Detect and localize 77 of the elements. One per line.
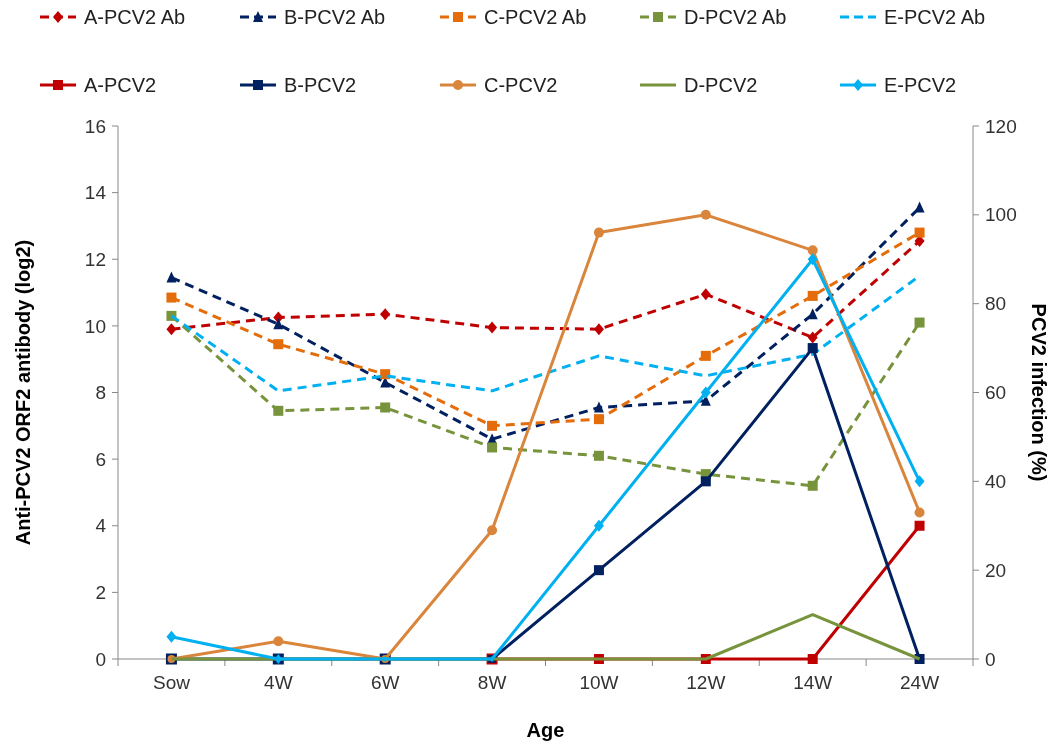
y2-tick-label: 20 bbox=[985, 559, 1007, 581]
point bbox=[914, 507, 925, 518]
y2-axis-title: PCV2 infection (%) bbox=[1028, 303, 1050, 482]
point bbox=[807, 480, 818, 491]
point bbox=[273, 318, 284, 330]
legend-label: A-PCV2 bbox=[84, 74, 157, 96]
point bbox=[700, 209, 711, 220]
point bbox=[700, 386, 711, 399]
x-tick-label: 10W bbox=[579, 672, 619, 693]
point bbox=[593, 401, 604, 413]
point bbox=[273, 636, 284, 647]
point bbox=[807, 343, 818, 354]
legend-label: D-PCV2 Ab bbox=[684, 6, 787, 28]
y-tick-label: 6 bbox=[95, 448, 106, 470]
y-tick-label: 0 bbox=[95, 648, 106, 670]
point bbox=[914, 201, 925, 213]
point bbox=[914, 317, 925, 328]
point bbox=[593, 323, 604, 336]
x-tick-label: 8W bbox=[477, 672, 507, 693]
point bbox=[166, 630, 177, 643]
point bbox=[166, 271, 177, 283]
point bbox=[914, 475, 925, 488]
point bbox=[700, 476, 711, 487]
point bbox=[487, 321, 498, 334]
legend-label: A-PCV2 Ab bbox=[84, 6, 186, 28]
legend-label: E-PCV2 Ab bbox=[884, 6, 986, 28]
y2-tick-label: 40 bbox=[985, 470, 1007, 492]
x-tick-label: 12W bbox=[686, 672, 726, 693]
legend-label: B-PCV2 bbox=[284, 74, 357, 96]
x-tick-label: 4W bbox=[264, 672, 293, 693]
point bbox=[914, 227, 925, 238]
point bbox=[807, 654, 818, 664]
y-tick-label: 14 bbox=[84, 182, 107, 204]
legend-label: D-PCV2 bbox=[684, 74, 758, 96]
point bbox=[487, 442, 498, 453]
y-tick-label: 16 bbox=[84, 115, 106, 137]
point bbox=[380, 402, 391, 413]
y2-tick-label: 120 bbox=[985, 115, 1017, 137]
y-tick-label: 10 bbox=[84, 315, 106, 337]
point bbox=[487, 420, 498, 431]
y-tick-label: 2 bbox=[95, 582, 106, 604]
y-tick-label: 12 bbox=[84, 248, 106, 270]
x-tick-label: 14W bbox=[793, 672, 833, 693]
point bbox=[700, 350, 711, 361]
y2-tick-label: 0 bbox=[985, 648, 996, 670]
point bbox=[273, 405, 284, 416]
point bbox=[914, 520, 925, 531]
point bbox=[807, 290, 818, 301]
y2-tick-label: 60 bbox=[985, 382, 1007, 404]
point bbox=[593, 227, 604, 238]
legend-label: B-PCV2 Ab bbox=[284, 6, 386, 28]
y2-tick-label: 80 bbox=[985, 293, 1007, 315]
point bbox=[166, 323, 177, 336]
point bbox=[593, 519, 604, 532]
x-axis-title: Age bbox=[526, 719, 565, 741]
y-tick-label: 8 bbox=[95, 382, 106, 404]
point bbox=[593, 565, 604, 576]
point bbox=[593, 450, 604, 461]
point bbox=[166, 292, 177, 303]
point bbox=[807, 331, 818, 344]
point bbox=[807, 253, 818, 266]
point bbox=[487, 525, 498, 536]
y-tick-label: 4 bbox=[95, 515, 107, 537]
point bbox=[380, 308, 391, 321]
point bbox=[807, 245, 818, 256]
x-tick-label: 24W bbox=[900, 672, 940, 693]
point bbox=[273, 339, 284, 350]
x-tick-label: 6W bbox=[370, 672, 400, 693]
x-tick-label: Sow bbox=[152, 672, 191, 693]
y-axis-title: Anti-PCV2 ORF2 antibody (log2) bbox=[12, 239, 34, 546]
legend-label: C-PCV2 bbox=[484, 74, 558, 96]
legend-label: E-PCV2 bbox=[884, 74, 957, 96]
point bbox=[700, 288, 711, 301]
point bbox=[593, 414, 604, 425]
point bbox=[807, 308, 818, 320]
legend-label: C-PCV2 Ab bbox=[484, 6, 587, 28]
y2-tick-label: 100 bbox=[985, 204, 1017, 226]
